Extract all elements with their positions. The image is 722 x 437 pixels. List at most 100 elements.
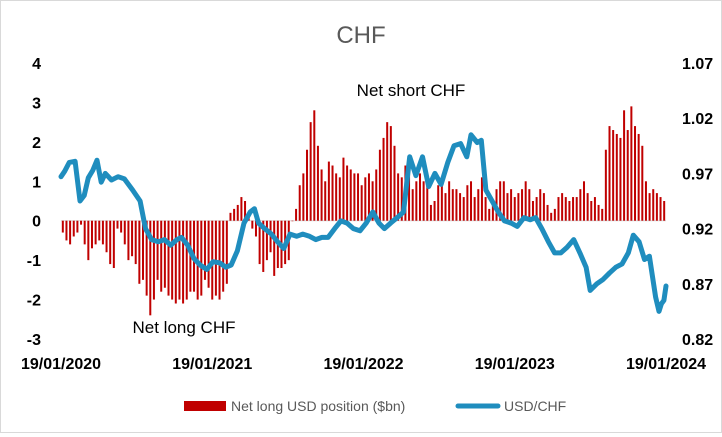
bar [61,220,64,233]
bar [375,169,378,221]
bar [142,220,144,280]
bar [90,220,93,249]
bar [655,193,658,221]
bar [145,220,148,296]
bar [572,197,575,221]
bar [626,130,629,221]
bar [346,165,349,221]
bar [448,181,451,221]
bar [244,201,247,221]
bar [353,173,356,221]
bar [386,122,389,221]
left-tick-label: 4 [32,56,41,73]
bar [477,189,480,221]
bar [451,189,454,221]
left-tick-label: 1 [32,174,41,191]
bar [455,189,458,221]
right-tick-label: 0.97 [682,166,713,183]
bar [313,110,316,221]
bar [331,165,334,221]
x-tick-label: 19/01/2021 [172,356,252,373]
right-tick-label: 0.87 [682,277,713,294]
bar [160,220,163,292]
bar [109,220,112,265]
bar [98,220,101,241]
bar [437,185,440,221]
bar [418,173,421,221]
legend-swatch-bars [184,401,226,411]
bar [335,173,338,221]
left-tick-label: -1 [27,253,41,270]
bar [262,220,265,272]
x-tick-label: 19/01/2024 [626,356,706,373]
bar [513,197,516,221]
bar [400,177,403,221]
bar [524,181,527,221]
x-axis: 19/01/2020 19/01/2021 19/01/2022 19/01/2023… [21,356,706,373]
left-tick-label: -3 [27,332,41,349]
bar [575,197,578,221]
bar [338,177,341,221]
bar [623,110,626,221]
bar [415,181,418,221]
bar [612,130,615,221]
bar [579,189,582,221]
bar [491,204,494,221]
bar [499,181,502,221]
bar [389,126,392,221]
bar [604,149,607,221]
bar [470,181,473,221]
bar [306,149,309,221]
bar [367,173,370,221]
bar [593,197,596,221]
bar [302,173,305,221]
annotation-net-short: Net short CHF [357,81,466,100]
bar [105,220,108,253]
bar [429,204,432,221]
bar [634,126,637,221]
bar [131,220,134,257]
bar [298,185,301,221]
bar [233,208,236,221]
bar [254,220,257,237]
bar [411,189,414,221]
bar [134,220,137,265]
bar [229,212,232,221]
bar [378,149,381,221]
bar [65,220,68,241]
bar [273,220,276,276]
bar [178,220,181,300]
bar [619,137,622,221]
bar [521,189,524,221]
bar [422,181,425,221]
bar [531,201,534,221]
bar [240,197,243,221]
x-tick-label: 19/01/2020 [21,356,101,373]
right-axis: 1.07 1.02 0.97 0.92 0.87 0.82 [682,56,713,349]
bar [663,201,666,221]
bar [528,189,531,221]
bar [324,181,327,221]
bar [582,181,585,221]
bar [156,220,159,280]
legend-label-bars: Net long USD position ($bn) [231,398,405,414]
bar [327,161,330,221]
usd-chf-line [58,132,669,314]
left-tick-label: 2 [32,135,41,152]
left-tick-label: 0 [32,214,41,231]
bar [550,212,553,221]
bar [542,193,545,221]
bar [87,220,90,261]
bar [112,220,115,269]
legend: Net long USD position ($bn) USD/CHF [184,398,566,414]
bar [342,157,345,221]
bar [408,173,411,221]
right-tick-label: 0.82 [682,332,713,349]
bar [648,193,651,221]
bar [316,145,319,221]
bar [72,220,75,237]
bar [152,220,155,300]
bar [488,208,491,221]
bar [433,201,436,221]
